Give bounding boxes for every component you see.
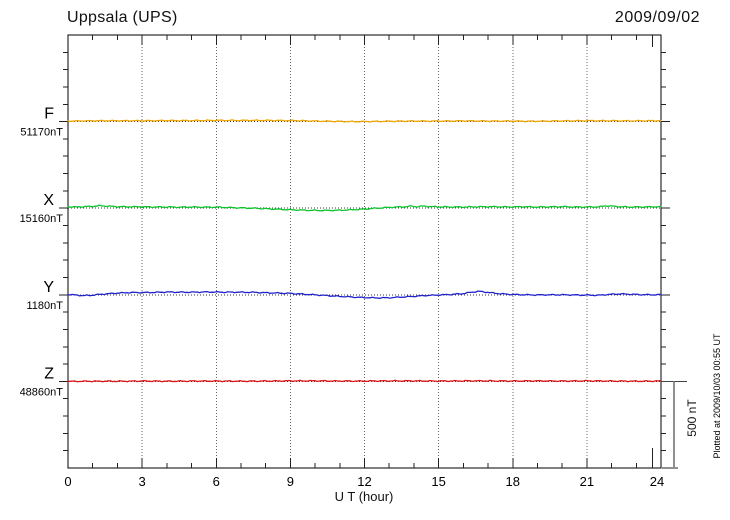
- series-value-F: 51170nT: [20, 127, 63, 139]
- plotted-at-note: Plotted at 2009/10/03 00:55 UT: [712, 333, 722, 459]
- series-letter-Z: Z: [44, 365, 54, 382]
- scalebar-label: 500 nT: [685, 399, 699, 437]
- x-tick-label-18: 18: [506, 474, 520, 489]
- x-tick-label-6: 6: [213, 474, 220, 489]
- series-letter-Y: Y: [43, 279, 54, 296]
- plot-date: 2009/09/02: [614, 9, 700, 26]
- series-value-Z: 48860nT: [20, 386, 64, 398]
- x-tick-label-3: 3: [139, 474, 146, 489]
- station-title: Uppsala (UPS): [67, 9, 178, 26]
- trace-Y: [67, 290, 662, 299]
- x-tick-label-9: 9: [287, 474, 294, 489]
- x-tick-label-15: 15: [431, 474, 445, 489]
- x-tick-label-0: 0: [64, 474, 71, 489]
- x-tick-label-24: 24: [650, 474, 664, 489]
- x-axis-title: U T (hour): [334, 489, 394, 504]
- series-value-Y: 1180nT: [27, 300, 64, 312]
- trace-X: [67, 204, 662, 212]
- x-tick-label-21: 21: [580, 474, 594, 489]
- trace-F: [67, 119, 662, 123]
- x-tick-label-12: 12: [357, 474, 371, 489]
- series-value-X: 15160nT: [20, 213, 64, 225]
- trace-Z: [67, 379, 662, 383]
- series-letter-X: X: [43, 192, 54, 209]
- series-letter-F: F: [44, 106, 54, 123]
